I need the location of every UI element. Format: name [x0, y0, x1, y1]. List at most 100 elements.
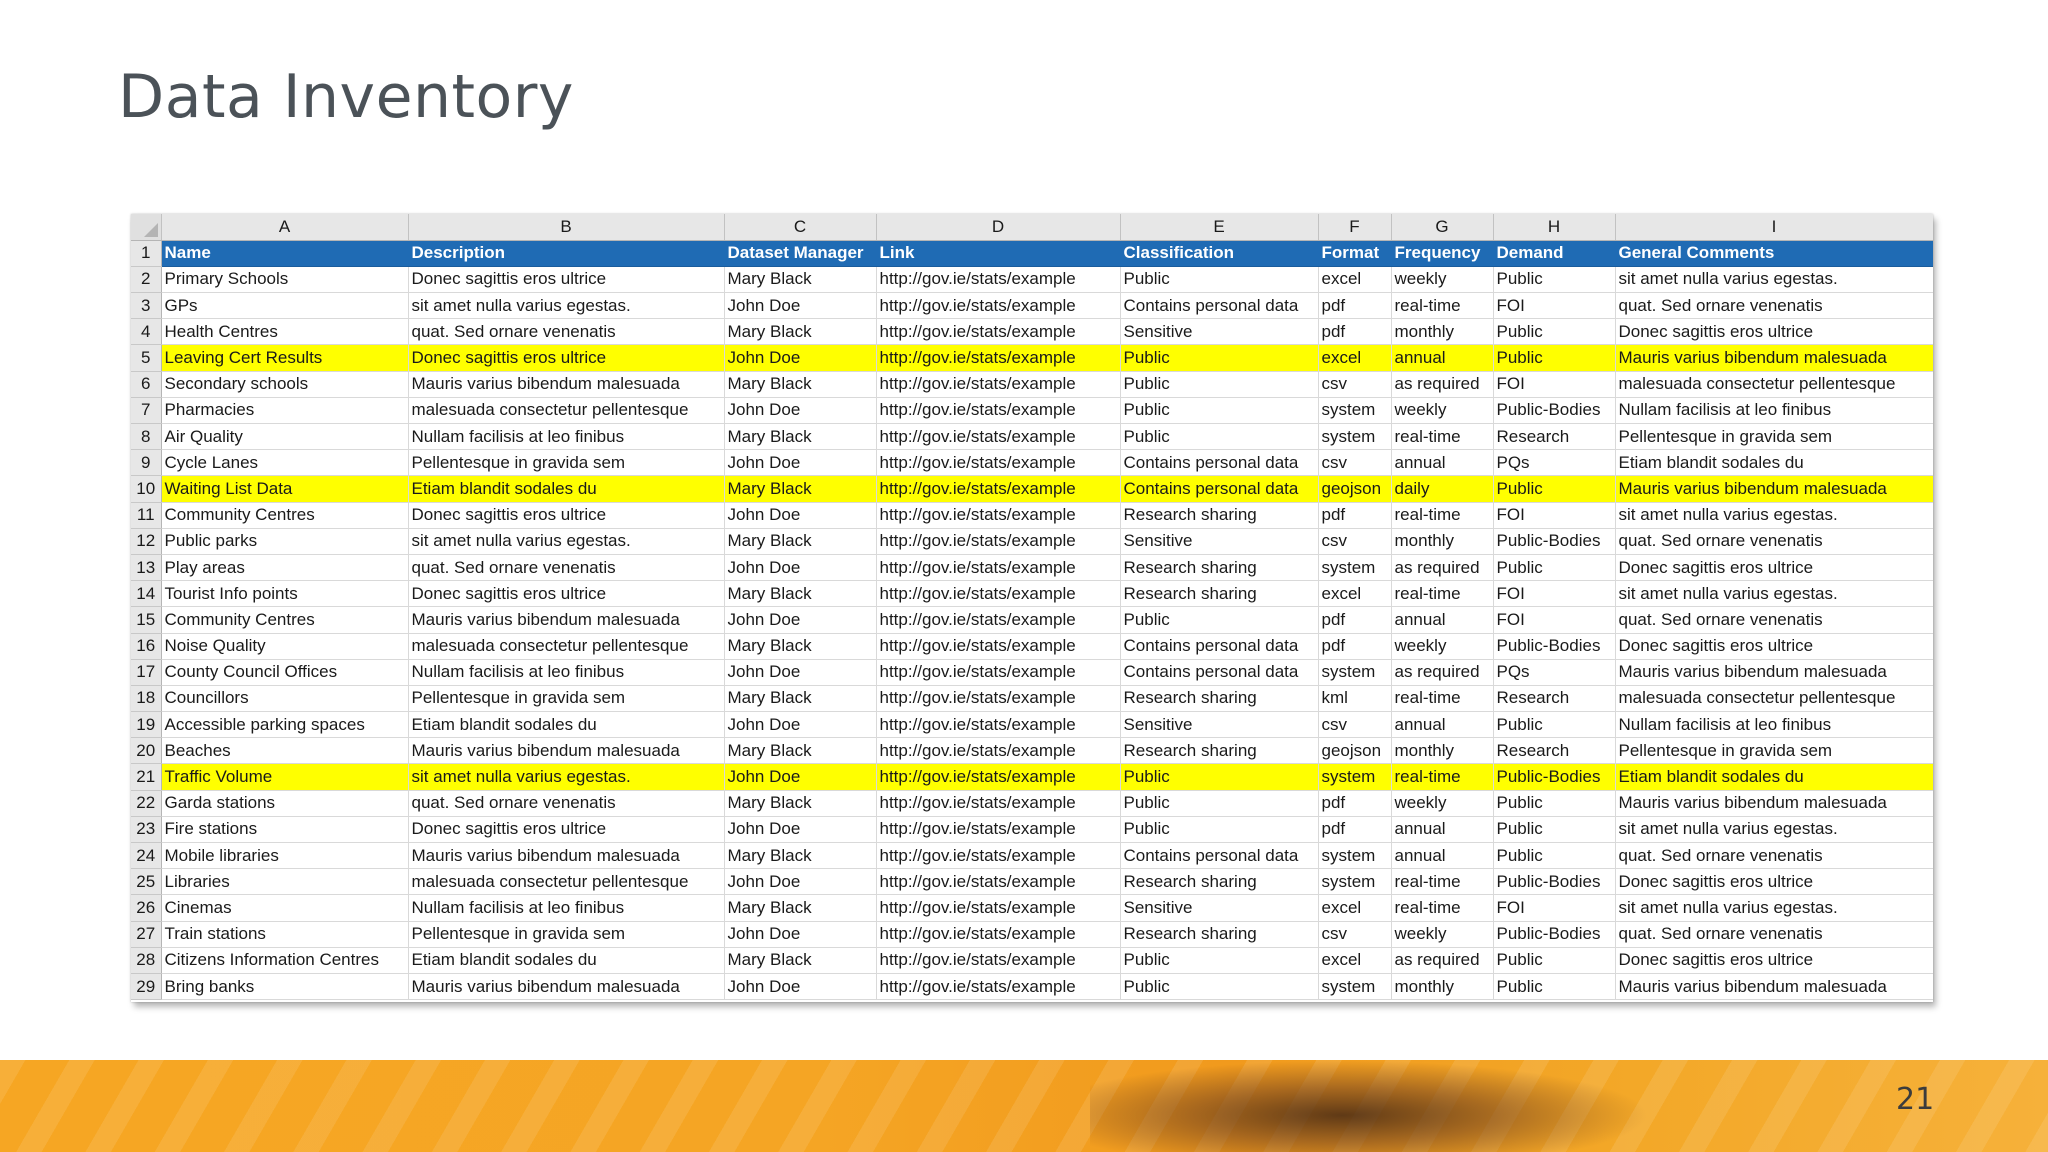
table-cell[interactable]: Mary Black [724, 737, 877, 765]
table-cell[interactable]: Etiam blandit sodales du [1615, 449, 1933, 477]
table-cell[interactable]: quat. Sed ornare venenatis [1615, 292, 1933, 320]
table-cell[interactable]: weekly [1391, 266, 1494, 294]
table-cell[interactable]: Pellentesque in gravida sem [1615, 423, 1933, 451]
table-cell[interactable]: real-time [1391, 292, 1494, 320]
table-cell[interactable]: John Doe [724, 502, 877, 529]
table-cell[interactable]: Public-Bodies [1493, 921, 1616, 948]
table-cell[interactable]: Public [1120, 763, 1319, 791]
table-cell[interactable]: Public [1120, 423, 1319, 451]
table-cell[interactable]: Nullam facilisis at leo finibus [408, 423, 725, 451]
table-cell[interactable]: real-time [1391, 868, 1494, 896]
table-cell[interactable]: pdf [1318, 633, 1392, 660]
table-cell[interactable]: Mauris varius bibendum malesuada [1615, 344, 1933, 372]
table-cell[interactable]: FOI [1493, 606, 1616, 634]
table-cell[interactable]: weekly [1391, 397, 1494, 425]
table-cell[interactable]: Nullam facilisis at leo finibus [408, 659, 725, 686]
column-letter-i[interactable]: I [1615, 214, 1933, 241]
table-cell[interactable]: Mary Black [724, 266, 877, 294]
table-cell[interactable]: John Doe [724, 449, 877, 477]
row-number[interactable]: 1 [131, 240, 162, 267]
table-cell[interactable]: FOI [1493, 371, 1616, 398]
table-cell[interactable]: Contains personal data [1120, 659, 1319, 686]
table-cell[interactable]: excel [1318, 947, 1392, 974]
table-cell[interactable]: John Doe [724, 554, 877, 582]
table-cell[interactable]: quat. Sed ornare venenatis [408, 318, 725, 346]
table-cell[interactable]: Secondary schools [161, 371, 409, 398]
table-cell[interactable]: quat. Sed ornare venenatis [408, 554, 725, 582]
table-cell[interactable]: Pellentesque in gravida sem [408, 685, 725, 713]
table-cell[interactable]: http://gov.ie/stats/example [876, 528, 1121, 555]
table-cell[interactable]: Sensitive [1120, 711, 1319, 739]
table-cell[interactable]: Mauris varius bibendum malesuada [1615, 475, 1933, 503]
column-letter-f[interactable]: F [1318, 214, 1392, 241]
table-cell[interactable]: Donec sagittis eros ultrice [1615, 554, 1933, 582]
table-cell[interactable]: FOI [1493, 292, 1616, 320]
table-cell[interactable]: Mary Black [724, 685, 877, 713]
table-cell[interactable]: John Doe [724, 397, 877, 425]
table-cell[interactable]: quat. Sed ornare venenatis [1615, 842, 1933, 870]
table-cell[interactable]: http://gov.ie/stats/example [876, 266, 1121, 294]
table-cell[interactable]: Research sharing [1120, 502, 1319, 529]
table-cell[interactable]: http://gov.ie/stats/example [876, 737, 1121, 765]
table-cell[interactable]: daily [1391, 475, 1494, 503]
header-cell[interactable]: Dataset Manager [724, 240, 877, 267]
table-cell[interactable]: Public [1493, 816, 1616, 844]
table-cell[interactable]: Train stations [161, 921, 409, 948]
table-cell[interactable]: Contains personal data [1120, 633, 1319, 660]
row-number[interactable]: 22 [131, 790, 162, 817]
table-cell[interactable]: monthly [1391, 318, 1494, 346]
table-cell[interactable]: as required [1391, 554, 1494, 582]
table-cell[interactable]: Research [1493, 737, 1616, 765]
table-cell[interactable]: Etiam blandit sodales du [1615, 763, 1933, 791]
table-cell[interactable]: Contains personal data [1120, 842, 1319, 870]
table-cell[interactable]: Etiam blandit sodales du [408, 711, 725, 739]
table-cell[interactable]: http://gov.ie/stats/example [876, 659, 1121, 686]
table-cell[interactable]: Mary Black [724, 842, 877, 870]
table-cell[interactable]: csv [1318, 449, 1392, 477]
table-cell[interactable]: annual [1391, 816, 1494, 844]
table-cell[interactable]: http://gov.ie/stats/example [876, 894, 1121, 922]
table-cell[interactable]: Research sharing [1120, 580, 1319, 608]
table-cell[interactable]: Public [1493, 711, 1616, 739]
table-cell[interactable]: Research [1493, 685, 1616, 713]
table-cell[interactable]: Public [1493, 947, 1616, 974]
table-cell[interactable]: Public-Bodies [1493, 868, 1616, 896]
table-cell[interactable]: Mary Black [724, 528, 877, 555]
table-cell[interactable]: malesuada consectetur pellentesque [408, 397, 725, 425]
table-cell[interactable]: Public [1120, 266, 1319, 294]
table-cell[interactable]: John Doe [724, 659, 877, 686]
table-cell[interactable]: John Doe [724, 921, 877, 948]
column-letter-d[interactable]: D [876, 214, 1121, 241]
row-number[interactable]: 24 [131, 842, 162, 870]
table-cell[interactable]: kml [1318, 685, 1392, 713]
table-cell[interactable]: Public [1120, 344, 1319, 372]
header-cell[interactable]: Format [1318, 240, 1392, 267]
table-cell[interactable]: quat. Sed ornare venenatis [1615, 528, 1933, 555]
table-cell[interactable]: annual [1391, 842, 1494, 870]
table-cell[interactable]: csv [1318, 711, 1392, 739]
table-cell[interactable]: Mary Black [724, 790, 877, 817]
row-number[interactable]: 27 [131, 921, 162, 948]
table-cell[interactable]: excel [1318, 344, 1392, 372]
table-cell[interactable]: http://gov.ie/stats/example [876, 397, 1121, 425]
table-cell[interactable]: http://gov.ie/stats/example [876, 502, 1121, 529]
table-cell[interactable]: real-time [1391, 580, 1494, 608]
table-cell[interactable]: Research [1493, 423, 1616, 451]
column-letter-a[interactable]: A [161, 214, 409, 241]
table-cell[interactable]: Contains personal data [1120, 449, 1319, 477]
column-letter-c[interactable]: C [724, 214, 877, 241]
table-cell[interactable]: Noise Quality [161, 633, 409, 660]
table-cell[interactable]: Mary Black [724, 318, 877, 346]
table-cell[interactable]: Public [1120, 816, 1319, 844]
table-cell[interactable]: Pellentesque in gravida sem [408, 449, 725, 477]
table-cell[interactable]: Public [1493, 790, 1616, 817]
table-cell[interactable]: Mauris varius bibendum malesuada [1615, 790, 1933, 817]
row-number[interactable]: 19 [131, 711, 162, 739]
select-all-corner[interactable] [131, 214, 162, 241]
table-cell[interactable]: Public [1493, 973, 1616, 1001]
table-cell[interactable]: real-time [1391, 894, 1494, 922]
table-cell[interactable]: excel [1318, 266, 1392, 294]
table-cell[interactable]: system [1318, 397, 1392, 425]
table-cell[interactable]: Mary Black [724, 947, 877, 974]
table-cell[interactable]: geojson [1318, 475, 1392, 503]
